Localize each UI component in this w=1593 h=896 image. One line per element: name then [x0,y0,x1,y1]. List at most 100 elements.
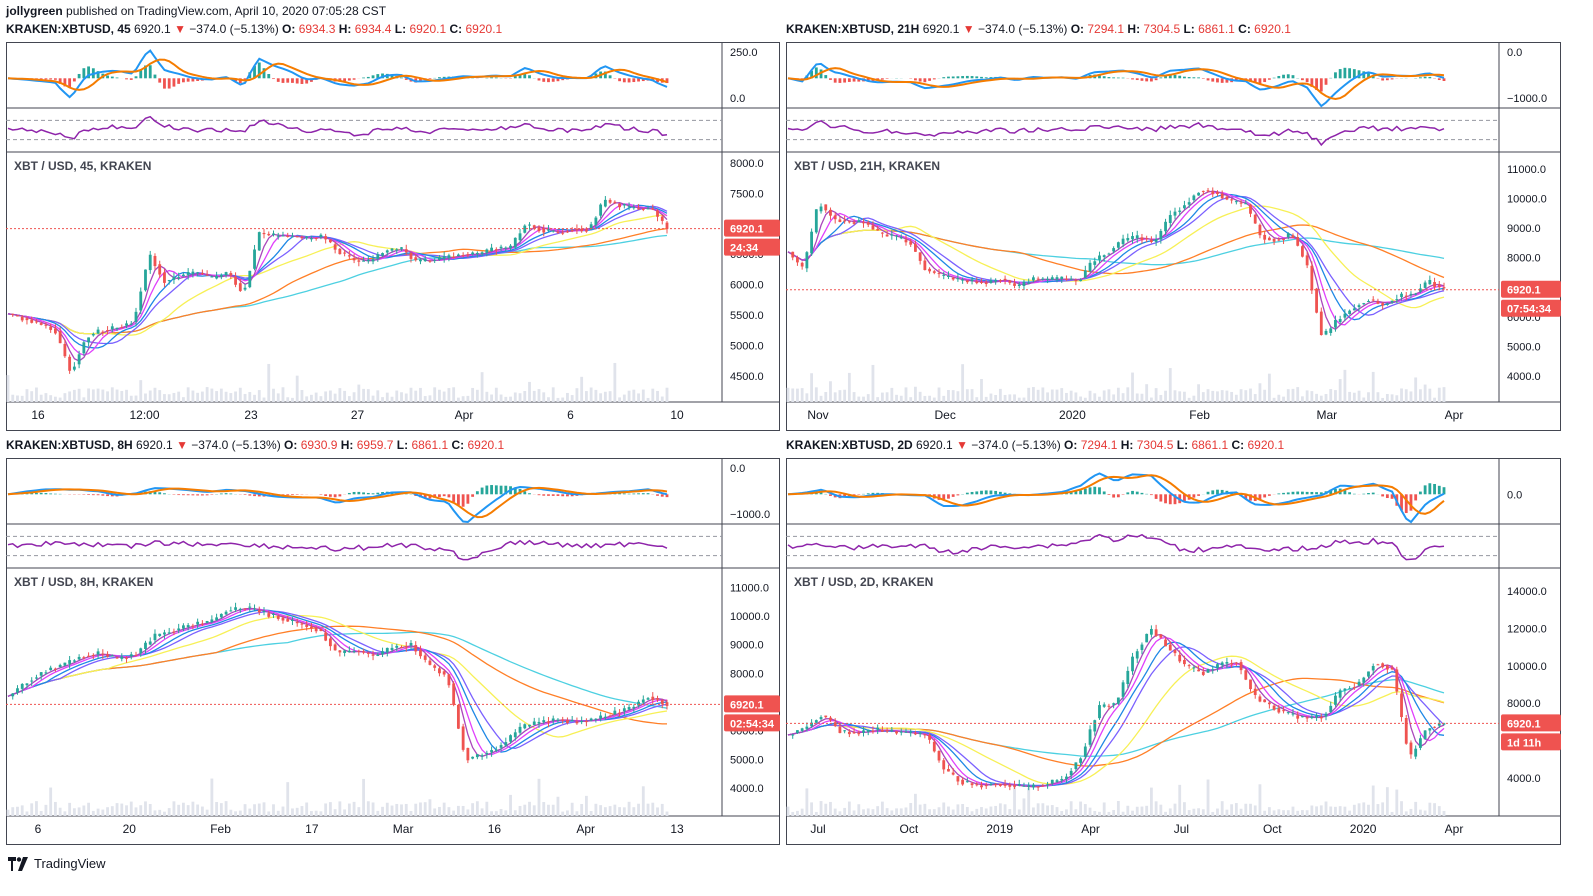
chart-canvas[interactable]: 250.00.08000.07500.07000.06500.06000.055… [6,20,780,432]
candle-body [1433,726,1436,728]
low-label: L: [1173,438,1189,452]
candle-body [1046,784,1049,786]
bar-countdown: 07:54:34 [1507,304,1552,316]
volume-bar [847,372,851,402]
candle-body [518,233,522,241]
volume-bar [646,397,650,402]
volume-bar [262,802,266,816]
macd-histogram-bar [932,78,936,80]
volume-bar [1140,393,1144,402]
macd-histogram-bar [556,494,560,496]
volume-bar [1211,390,1215,402]
macd-histogram-bar [843,494,847,498]
tradingview-logo-icon[interactable] [8,856,28,871]
volume-bar [200,391,204,402]
volume-bar [1409,391,1413,402]
macd-signal-line [7,486,668,519]
volume-bar [210,388,214,402]
macd-histogram-bar [442,494,446,497]
volume-bar [215,801,219,816]
candle-body [1211,191,1215,195]
countdown-badge [1501,299,1561,317]
macd-histogram-bar [1310,78,1314,87]
candle-body [281,617,285,621]
candle-body [205,621,209,623]
macd-pane [787,62,1446,108]
time-tick-label: 16 [488,822,502,836]
volume-bar [947,806,950,816]
candle-body [547,229,550,231]
high-value: 7304.5 [1133,438,1174,452]
candle-body [819,206,823,212]
macd-histogram-bar [1400,494,1403,511]
down-arrow-icon: ▼ [172,438,188,452]
candlesticks [11,602,669,764]
volume-bar [1234,394,1238,402]
chart-canvas[interactable]: 0.0−1000.011000.010000.09000.08000.07000… [786,20,1561,432]
candle-body [1008,784,1012,787]
macd-histogram-bar [1291,491,1295,495]
volume-bar [1126,805,1130,816]
chart-canvas[interactable]: 0.0−1000.011000.010000.09000.08000.07000… [6,436,780,846]
candle-body [1414,748,1418,757]
macd-histogram-bar [819,492,823,495]
volume-bar [1296,387,1300,402]
candle-body [1418,288,1422,292]
candle-body [1135,235,1139,239]
volume-bar [838,811,842,816]
volume-bar [1263,389,1267,402]
volume-bar [110,387,114,402]
volume-bar [1437,806,1441,816]
volume-bar [72,808,76,816]
volume-bar [25,811,29,816]
high-value: 6959.7 [353,438,394,452]
candle-body [1230,663,1234,665]
ma-line [787,193,1445,321]
candle-body [1305,717,1309,719]
volume-bar [499,394,503,402]
countdown-badge [1501,733,1561,751]
candle-body [91,333,95,336]
candle-body [310,626,313,629]
candle-body [895,731,898,734]
volume-bar [63,811,67,816]
volume-bar [608,806,612,816]
volume-bar [1433,397,1436,402]
candle-body [1418,738,1422,748]
candle-body [584,721,588,723]
macd-histogram-bar [172,78,176,87]
macd-signal-line [787,474,1445,515]
macd-histogram-bar [518,74,522,79]
candle-body [267,233,271,236]
candle-body [210,619,214,623]
volume-bar [961,364,965,402]
candle-body [1409,742,1413,755]
ma-line [787,191,1445,326]
last-price-badge [724,219,780,237]
volume-bar [87,802,91,816]
candle-body [1310,716,1314,719]
volume-bar [1107,389,1111,402]
volume-bar [177,804,181,816]
bar-countdown: 1d 11h [1507,737,1542,749]
volume-bar [20,395,24,402]
macd-histogram-bar [1253,78,1257,84]
header-price: 6920.1 [132,438,173,452]
macd-histogram-bar [1173,74,1177,79]
volume-bar [1267,807,1271,816]
volume-bar [1088,807,1092,816]
volume-bar [899,395,903,402]
ma-line [7,625,667,725]
candle-body [120,327,124,329]
macd-histogram-bar [1319,492,1323,495]
candle-body [134,654,138,656]
macd-histogram-bar [942,77,946,79]
macd-histogram-bar [191,494,195,496]
author[interactable]: jollygreen [6,4,63,18]
macd-tick-label: −1000.0 [730,509,770,521]
candle-body [456,254,460,257]
volume-bar [942,395,946,402]
time-tick-label: Nov [807,408,828,422]
chart-canvas[interactable]: 0.014000.012000.010000.08000.06000.04000… [786,436,1561,846]
volume-bar [1225,390,1229,402]
